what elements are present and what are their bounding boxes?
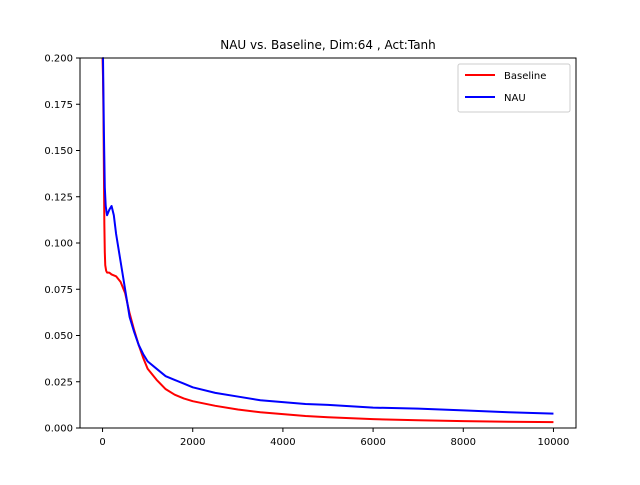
series-lines	[101, 57, 554, 424]
y-tick-label: 0.175	[44, 100, 73, 111]
legend: Baseline NAU	[457, 63, 571, 113]
y-tick-label: 0.125	[44, 192, 73, 203]
y-tick-label: 0.150	[44, 146, 73, 157]
series-line-nau	[102, 57, 554, 415]
y-tick-label: 0.075	[44, 285, 73, 296]
y-tick-label: 0.000	[44, 424, 73, 435]
x-tick-label: 0	[99, 437, 105, 448]
legend-label-baseline: Baseline	[504, 71, 546, 82]
x-tick-label: 8000	[451, 437, 476, 448]
y-tick-label: 0.025	[44, 377, 73, 388]
series-line-baseline	[101, 57, 554, 424]
y-tick-label: 0.050	[44, 331, 73, 342]
y-tick-label: 0.100	[44, 239, 73, 250]
chart-title: NAU vs. Baseline, Dim:64 , Act:Tanh	[220, 38, 436, 52]
legend-label-nau: NAU	[504, 93, 526, 104]
y-tick-label: 0.200	[44, 54, 73, 65]
x-tick-label: 10000	[538, 437, 570, 448]
x-tick-label: 4000	[270, 437, 295, 448]
x-axis: 0 2000 4000 6000 8000 10000	[99, 428, 569, 448]
x-tick-label: 2000	[180, 437, 205, 448]
x-tick-label: 6000	[360, 437, 385, 448]
y-axis: 0.000 0.025 0.050 0.075 0.100 0.125 0.150 0.175…	[44, 54, 80, 435]
